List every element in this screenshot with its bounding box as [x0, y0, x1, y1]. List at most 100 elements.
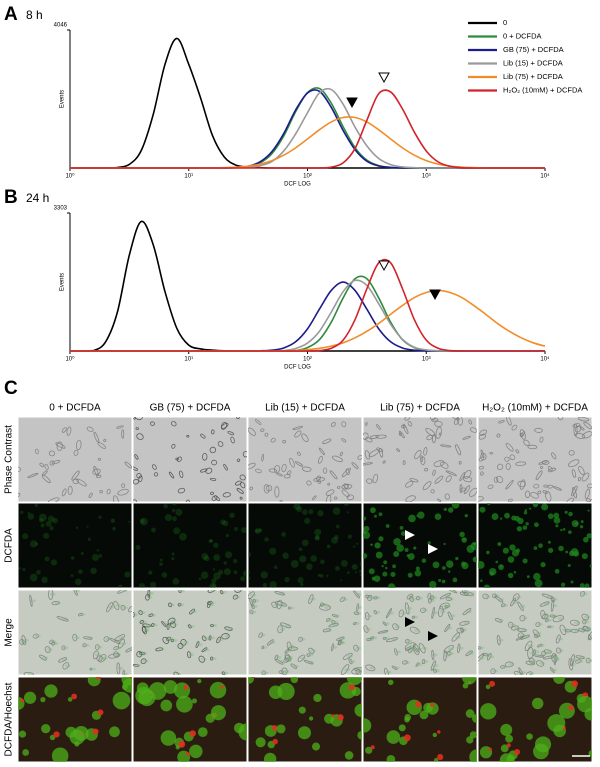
micrograph — [248, 417, 362, 502]
cell — [140, 658, 147, 664]
cell — [480, 471, 484, 476]
fluor-spot — [189, 744, 203, 759]
green-cell — [167, 625, 174, 629]
micrograph — [18, 417, 132, 502]
fluor-spot — [472, 556, 477, 563]
cell — [322, 438, 332, 444]
fluor-spot — [332, 507, 341, 516]
cell — [525, 660, 536, 666]
cell — [61, 488, 67, 497]
green-cell — [412, 615, 419, 619]
fluor-spot — [571, 520, 579, 528]
fluor-spot — [313, 693, 322, 703]
green-cell — [583, 620, 590, 624]
histogram-line — [69, 289, 546, 352]
cell — [444, 623, 451, 633]
x-axis-label: DCF LOG — [284, 182, 311, 188]
cell — [487, 484, 494, 489]
green-cell — [461, 628, 468, 632]
cell — [95, 644, 100, 651]
green-cell — [394, 650, 401, 654]
cell — [260, 428, 265, 432]
cell — [413, 645, 419, 653]
cell — [537, 490, 542, 495]
cell — [518, 667, 524, 675]
green-cell — [528, 672, 535, 675]
cell — [175, 457, 179, 461]
cell — [420, 456, 426, 466]
fluor-spot — [148, 682, 167, 700]
fluor-spot — [507, 572, 514, 579]
green-cell — [527, 644, 534, 648]
fluor-spot — [41, 724, 51, 734]
green-cell — [587, 659, 592, 663]
cell — [77, 612, 83, 617]
fluor-spot — [22, 533, 29, 540]
cell — [125, 647, 132, 653]
cell — [221, 633, 230, 640]
green-cell — [203, 636, 210, 640]
cell — [275, 472, 283, 477]
nucleus — [20, 698, 24, 703]
green-cell — [250, 593, 257, 597]
cell — [367, 594, 373, 601]
fluor-spot — [159, 558, 163, 562]
fluor-spot — [378, 536, 384, 542]
cell — [265, 485, 273, 492]
green-cell — [222, 671, 229, 675]
cell — [281, 667, 288, 675]
green-cell — [334, 614, 341, 618]
cell — [151, 464, 157, 470]
fluor-spot — [264, 537, 269, 542]
green-cell — [492, 669, 499, 673]
cell — [375, 424, 381, 430]
fluor-spot — [553, 677, 565, 684]
cell — [568, 450, 575, 456]
cell — [463, 485, 471, 495]
fluor-spot — [381, 565, 384, 568]
green-cell — [571, 658, 578, 662]
cell — [201, 647, 208, 653]
cell — [199, 468, 208, 473]
cell — [327, 482, 331, 486]
cell — [303, 660, 314, 665]
cell — [332, 455, 343, 463]
cell — [439, 592, 452, 600]
cell — [221, 422, 229, 429]
fluor-spot — [229, 512, 235, 519]
fluor-spot — [220, 519, 226, 525]
cell — [142, 623, 151, 628]
cell — [363, 625, 369, 633]
cell — [429, 595, 435, 601]
cell — [532, 629, 540, 637]
cell-arrow — [405, 617, 415, 627]
cell — [42, 470, 48, 476]
cell — [541, 593, 554, 599]
cell — [92, 650, 99, 660]
cell — [505, 462, 511, 471]
fluor-spot — [434, 513, 442, 520]
cell — [574, 432, 586, 439]
cell — [527, 444, 538, 450]
green-cell — [118, 636, 125, 640]
cell — [468, 419, 472, 425]
fluor-spot — [319, 573, 324, 578]
cell — [513, 671, 522, 675]
fluor-spot — [344, 751, 354, 760]
cell — [368, 449, 380, 458]
fluor-spot — [408, 514, 416, 523]
fluor-spot — [555, 524, 559, 528]
fluor-spot — [461, 561, 466, 567]
fluor-spot — [213, 542, 219, 548]
cell — [261, 670, 266, 675]
cell — [296, 451, 301, 456]
fluor-spot — [416, 514, 419, 518]
cell — [342, 652, 353, 660]
green-cell — [200, 657, 207, 661]
fluor-spot — [547, 540, 551, 544]
cell — [458, 460, 462, 465]
cell — [382, 621, 387, 627]
fluor-spot — [553, 512, 560, 519]
nucleus — [429, 702, 435, 707]
